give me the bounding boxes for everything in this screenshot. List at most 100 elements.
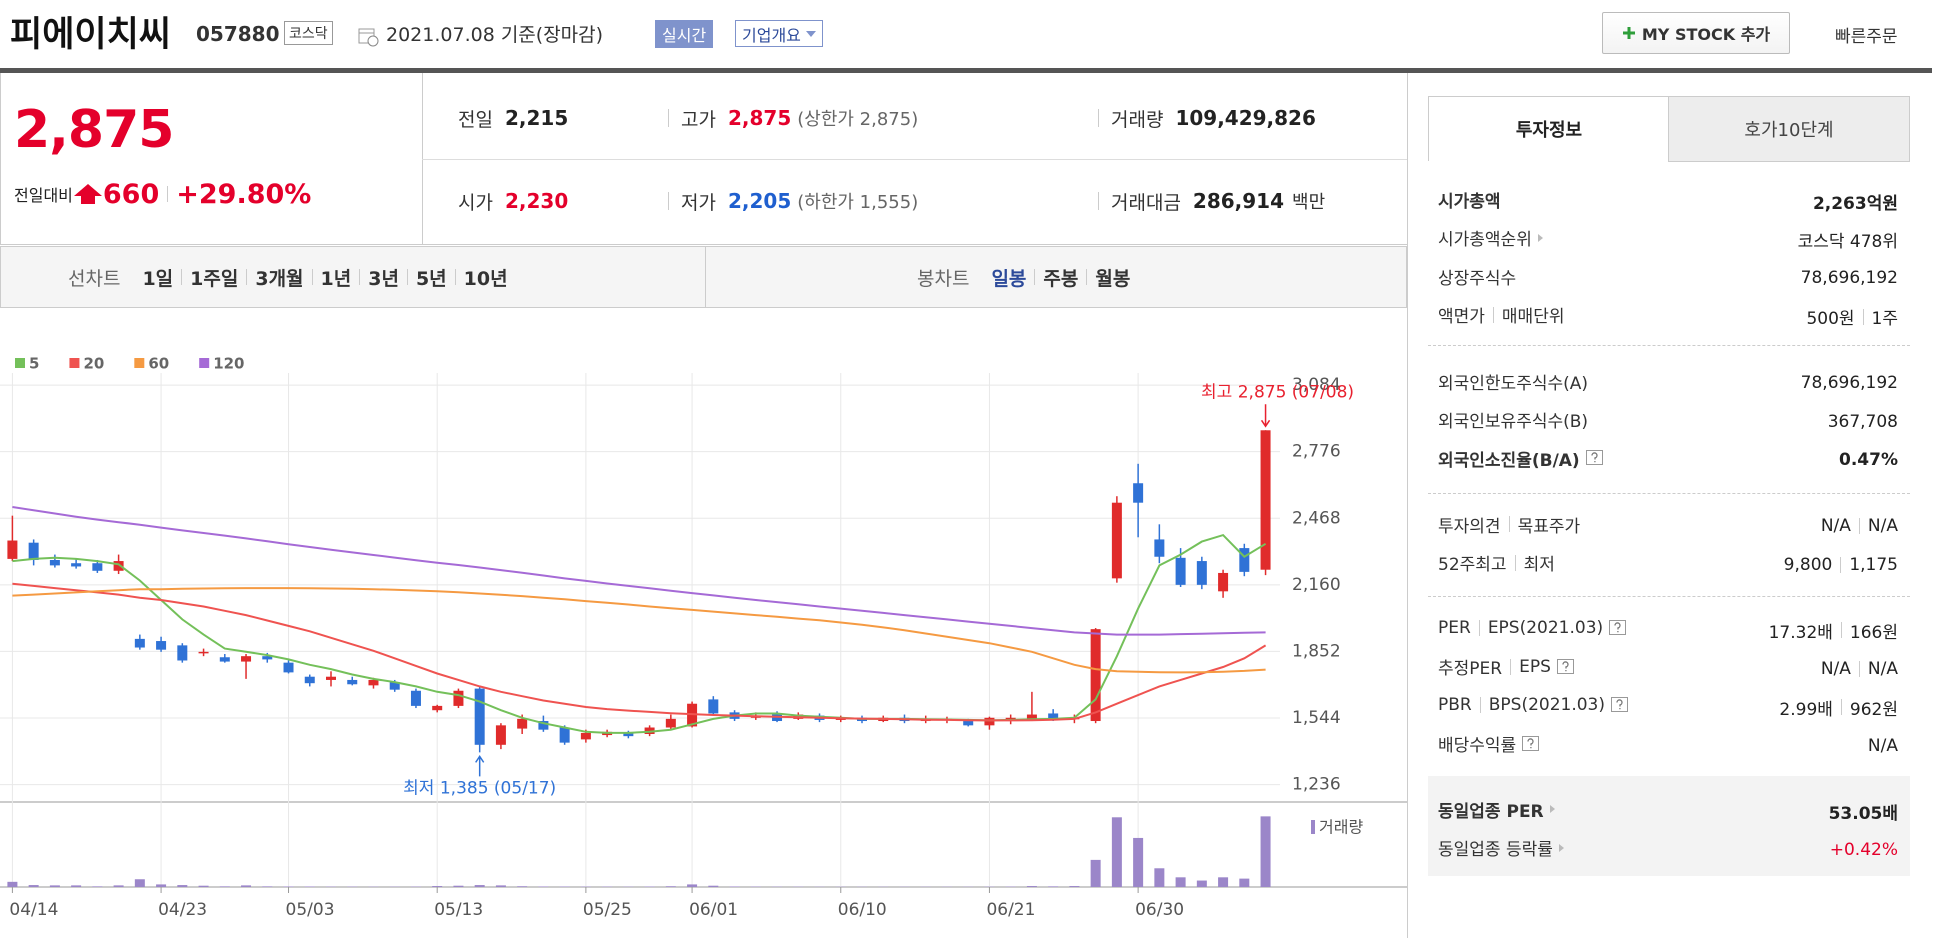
candle-body: [495, 725, 506, 745]
link-arrow: [1537, 233, 1543, 242]
x-tick-label: 05/13: [434, 900, 483, 920]
quote-label: 거래대금: [1111, 191, 1181, 214]
ma-line: [12, 582, 1267, 722]
help-icon[interactable]: [1609, 620, 1627, 636]
info-labels: 시가총액순위: [1438, 225, 1543, 251]
info-values: 0.47%: [1839, 447, 1898, 473]
quote-bottom: [422, 244, 1407, 245]
volume-bar: [92, 886, 103, 887]
x-tick-label: 06/01: [689, 900, 738, 920]
high-arrow: [1260, 404, 1271, 428]
candle-body: [1111, 502, 1122, 579]
info-label: 배당수익률: [1438, 736, 1517, 756]
volume-bar: [28, 885, 39, 887]
change-line: 전일대비 660 +29.80%: [14, 178, 311, 210]
info-labels: 투자의견 목표주가: [1438, 511, 1580, 537]
industry-box: [1428, 776, 1910, 876]
quote-unit: 백만: [1292, 192, 1326, 213]
volume-bar: [156, 884, 167, 887]
period-tab[interactable]: 10년: [463, 267, 508, 290]
ma-line: [12, 587, 1266, 674]
info-label: 목표주가: [1517, 516, 1581, 537]
period-tab[interactable]: 1년: [320, 267, 352, 290]
period-tab[interactable]: 주봉: [1043, 267, 1079, 290]
candle-body: [92, 563, 103, 571]
candle-body: [368, 679, 379, 686]
period-tab[interactable]: 1일: [142, 267, 174, 290]
candle-chart-tabs: 봉차트 일봉 주봉 월봉: [917, 264, 1130, 290]
info-label: 52주최고: [1438, 555, 1507, 575]
y-tick-label: 2,776: [1292, 442, 1341, 462]
info-value: N/A: [1867, 516, 1898, 536]
period-tab[interactable]: 3개월: [255, 267, 304, 290]
separator: [246, 269, 248, 285]
candle-body: [1218, 572, 1229, 592]
dropdown-icon: [805, 30, 816, 37]
period-tab[interactable]: 5년: [415, 267, 447, 290]
overview-label: 기업개요: [742, 25, 801, 45]
separator: [1492, 306, 1494, 323]
separator: [1862, 308, 1864, 325]
candle-body: [1026, 714, 1037, 719]
link-arrow: [1549, 805, 1555, 813]
candle-body: [453, 690, 464, 706]
tab-active[interactable]: 투자정보: [1428, 96, 1670, 161]
volume-bar: [219, 886, 230, 887]
info-label: 외국인보유주식수(B): [1438, 412, 1589, 432]
quote-value: 286,914: [1192, 189, 1285, 213]
tab-divider: [705, 247, 706, 307]
volume-bar: [453, 885, 464, 887]
period-tab[interactable]: 일봉: [991, 267, 1027, 290]
volume-bar: [134, 879, 145, 887]
period-tab[interactable]: 3년: [368, 267, 399, 290]
ma-line: [12, 533, 1267, 734]
candle-chart-label: 봉차트: [917, 267, 970, 290]
help-icon[interactable]: [1611, 697, 1629, 713]
current-price: 2,875: [14, 100, 174, 160]
x-tick-label: 05/03: [286, 900, 335, 920]
candle-body: [644, 727, 655, 734]
quote-label: 고가: [681, 108, 716, 131]
info-values: 78,696,192: [1801, 265, 1898, 291]
quote-cell: 거래량 109,429,826: [1098, 104, 1316, 132]
candle-body: [389, 682, 400, 690]
my-stock-button[interactable]: MY STOCK 추가: [1602, 12, 1790, 54]
info-values: 78,696,192: [1801, 370, 1898, 396]
candle-body: [559, 727, 570, 743]
y-tick-label: 1,852: [1292, 641, 1341, 661]
y-tick-label: 1,236: [1292, 775, 1341, 795]
info-value: 53.05배: [1828, 803, 1898, 824]
quote-value: 2,875: [727, 106, 792, 130]
candle-body: [326, 676, 336, 680]
legend-label: 5: [29, 355, 39, 373]
dashed-divider: [1428, 596, 1910, 597]
period-tab[interactable]: 월봉: [1095, 267, 1131, 290]
overview-button[interactable]: 기업개요: [735, 20, 823, 47]
info-label: EPS(2021.03): [1487, 618, 1604, 638]
volume-bar: [665, 886, 676, 887]
period-tab[interactable]: 1주일: [190, 267, 239, 290]
candle-body: [198, 651, 209, 654]
info-labels: 동일업종 등락률: [1438, 835, 1564, 861]
info-values: 2.99배 962원: [1779, 694, 1898, 720]
info-values: 17.32배 166원: [1769, 617, 1898, 643]
help-icon[interactable]: [1556, 658, 1575, 675]
candle-body: [7, 540, 18, 559]
quote-label: 시가: [458, 191, 493, 214]
volume-bar: [1218, 877, 1229, 887]
help-icon[interactable]: [1585, 450, 1604, 466]
quote-value: 2,230: [504, 189, 569, 213]
help-icon[interactable]: [1522, 735, 1540, 752]
info-labels: PER EPS(2021.03): [1438, 615, 1627, 641]
volume-bar: [7, 881, 18, 887]
candle-body: [474, 688, 485, 745]
quick-order[interactable]: 빠른주문: [1835, 27, 1898, 47]
x-tick-label: 06/30: [1135, 900, 1184, 920]
candle-body: [1196, 561, 1207, 585]
tab[interactable]: 호가10단계: [1668, 96, 1910, 162]
legend-swatch: [69, 358, 80, 368]
chart-tab-bar: [0, 246, 1407, 308]
realtime-button[interactable]: 실시간: [655, 20, 714, 48]
low-annotation: 최저 1,385 (05/17): [403, 778, 556, 798]
